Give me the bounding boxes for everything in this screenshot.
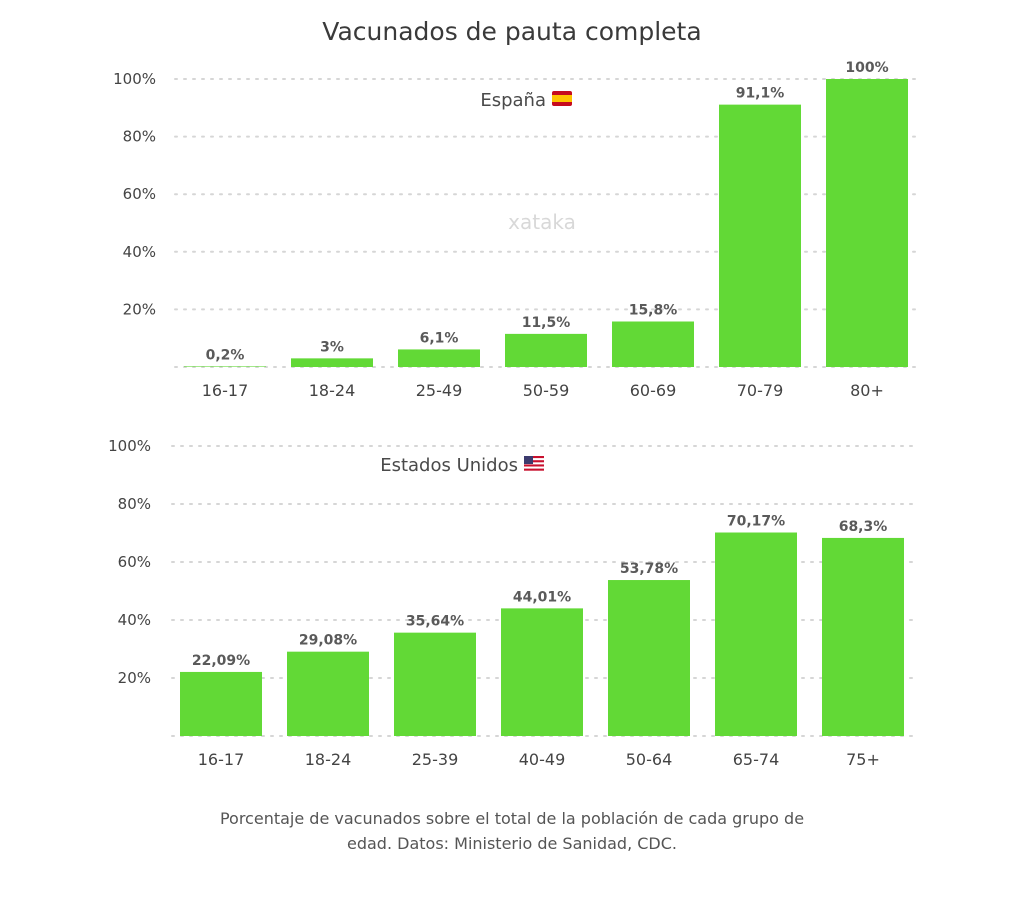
y-tick-label: 100% <box>108 437 151 455</box>
x-tick-label: 18-24 <box>309 381 356 400</box>
spain-flag-icon <box>552 91 572 106</box>
panel-subtitle: Estados Unidos <box>380 455 518 476</box>
x-tick-label: 80+ <box>850 381 884 400</box>
flag-stripe <box>524 468 544 471</box>
y-tick-label: 60% <box>123 185 156 203</box>
data-label: 15,8% <box>629 302 678 318</box>
data-label: 70,17% <box>727 514 785 530</box>
y-tick-label: 20% <box>123 300 156 318</box>
x-tick-label: 40-49 <box>519 750 566 769</box>
data-label: 68,3% <box>839 519 888 535</box>
x-tick-label: 75+ <box>846 750 880 769</box>
flag-stripe <box>524 460 544 463</box>
bar <box>608 580 690 736</box>
x-tick-label: 18-24 <box>305 750 352 769</box>
y-tick-label: 100% <box>113 70 156 88</box>
bar <box>715 532 797 736</box>
caption-line-2: edad. Datos: Ministerio de Sanidad, CDC. <box>347 834 677 853</box>
data-label: 11,5% <box>522 315 571 331</box>
usa-flag-icon <box>524 456 544 471</box>
bar <box>398 349 480 367</box>
caption-line-1: Porcentaje de vacunados sobre el total d… <box>220 809 804 828</box>
y-tick-label: 20% <box>118 669 151 687</box>
y-tick-label: 40% <box>118 611 151 629</box>
y-tick-label: 60% <box>118 553 151 571</box>
flag-stripe <box>524 456 544 459</box>
data-label: 44,01% <box>513 589 571 605</box>
bar <box>719 104 801 367</box>
data-label: 6,1% <box>420 330 459 346</box>
panel-subtitle: España <box>480 90 546 111</box>
data-label: 22,09% <box>192 653 250 669</box>
x-tick-label: 65-74 <box>733 750 780 769</box>
data-label: 53,78% <box>620 561 678 577</box>
x-tick-label: 50-59 <box>523 381 570 400</box>
flag-stripe <box>524 464 544 467</box>
data-label: 35,64% <box>406 614 464 630</box>
watermark: xataka <box>508 210 576 234</box>
bar <box>501 608 583 736</box>
x-tick-label: 70-79 <box>737 381 784 400</box>
data-label: 91,1% <box>736 86 785 102</box>
y-tick-label: 80% <box>123 128 156 146</box>
data-label: 100% <box>845 60 888 76</box>
data-label: 29,08% <box>299 633 357 649</box>
bar <box>291 358 373 367</box>
data-label: 3% <box>320 339 344 355</box>
data-label: 0,2% <box>206 347 245 363</box>
y-tick-label: 40% <box>123 243 156 261</box>
x-tick-label: 16-17 <box>202 381 249 400</box>
chart-panel-0: 20% 40% 60% 80% 100% 0,2% 16-17 3% 18-24 6,1% 25-4… <box>113 60 923 400</box>
x-tick-label: 25-49 <box>416 381 463 400</box>
bar <box>505 333 587 367</box>
bar <box>612 321 694 367</box>
chart-panel-1: 20% 40% 60% 80% 100% 22,09% 16-17 29,08% 18-24 35… <box>108 437 919 769</box>
bar <box>184 366 266 367</box>
bar <box>287 651 369 736</box>
flag-canton <box>524 456 533 464</box>
x-tick-label: 16-17 <box>198 750 245 769</box>
x-tick-label: 60-69 <box>630 381 677 400</box>
bar <box>822 537 904 736</box>
flag-stripe <box>552 95 572 102</box>
chart-title: Vacunados de pauta completa <box>322 17 701 46</box>
bar <box>394 632 476 736</box>
x-tick-label: 50-64 <box>626 750 673 769</box>
x-tick-label: 25-39 <box>412 750 459 769</box>
bar <box>826 79 908 367</box>
bar <box>180 671 262 736</box>
y-tick-label: 80% <box>118 495 151 513</box>
